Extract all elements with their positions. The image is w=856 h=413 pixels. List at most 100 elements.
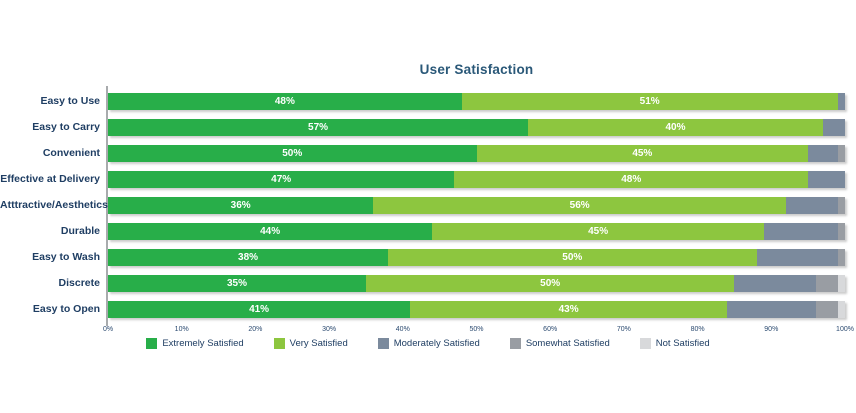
x-tick-label: 100% [836,326,854,333]
legend-item-extremely-satisfied: Extremely Satisfied [146,338,244,349]
segment-value-label: 36% [230,199,251,211]
category-label: Discrete [58,277,100,289]
segment-value-label: 44% [260,225,281,237]
segment-extremely-satisfied: 35% [108,274,366,292]
legend-swatch-somewhat-satisfied [509,338,521,349]
category-label: Atttractive/Aesthetics [0,199,108,211]
segment-not-satisfied [837,300,845,318]
segment-very-satisfied: 56% [373,196,787,214]
legend-item-somewhat-satisfied: Somewhat Satisfied [509,338,610,349]
x-tick-label: 20% [248,326,263,333]
bar-row: Discrete 35% 50% [0,270,856,296]
segment-moderately-satisfied [763,222,838,240]
segment-very-satisfied: 51% [461,92,838,110]
x-tick-label: 80% [690,326,705,333]
bar-row: Atttractive/Aesthetics 36% 56% [0,192,856,218]
segment-value-label: 43% [558,303,579,315]
segment-very-satisfied: 50% [365,274,735,292]
bar-row: Easy to Carry 57% 40% [0,114,856,140]
bars-area: Easy to Use 48% 51% Easy to Carry 57% 40% Conv… [0,88,856,322]
legend-label: Very Satisfied [289,338,348,349]
legend-label: Moderately Satisfied [393,338,480,349]
segment-moderately-satisfied [808,144,838,162]
x-tick-label: 30% [322,326,337,333]
segment-moderately-satisfied [756,248,838,266]
segment-value-label: 50% [562,251,583,263]
segment-somewhat-satisfied [837,222,845,240]
segment-somewhat-satisfied [815,300,838,318]
segment-extremely-satisfied: 44% [108,222,433,240]
segment-not-satisfied [837,274,845,292]
segment-very-satisfied: 40% [528,118,823,136]
x-tick-label: 10% [174,326,189,333]
segment-value-label: 56% [569,199,590,211]
segment-value-label: 35% [226,277,247,289]
segment-moderately-satisfied [786,196,838,214]
stacked-bar-convenient: 50% 45% [108,144,845,162]
x-tick-label: 70% [616,326,631,333]
segment-value-label: 48% [274,95,295,107]
segment-value-label: 47% [271,173,292,185]
x-axis: 0% 10% 20% 30% 40% 50% 60% 70% 80% 90% 100% [0,326,856,338]
segment-extremely-satisfied: 36% [108,196,374,214]
segment-moderately-satisfied [837,92,845,110]
chart-title: User Satisfaction [419,62,534,77]
category-label: Durable [60,225,100,237]
stacked-bar-durable: 44% 45% [108,222,845,240]
segment-somewhat-satisfied [837,196,845,214]
segment-value-label: 45% [588,225,609,237]
segment-moderately-satisfied [734,274,816,292]
segment-value-label: 45% [632,147,653,159]
stacked-bar-effective-at-delivery: 47% 48% [108,170,845,188]
stacked-bar-discrete: 35% 50% [108,274,845,292]
legend-item-moderately-satisfied: Moderately Satisfied [377,338,480,349]
legend-swatch-very-satisfied [273,338,285,349]
legend-swatch-extremely-satisfied [146,338,158,349]
category-label: Effective at Delivery [0,173,100,185]
segment-value-label: 41% [249,303,270,315]
segment-value-label: 50% [282,147,303,159]
bar-row: Easy to Use 48% 51% [0,88,856,114]
bar-row: Easy to Open 41% 43% [0,296,856,322]
segment-extremely-satisfied: 50% [108,144,477,162]
legend-label: Not Satisfied [655,338,710,349]
category-label: Easy to Open [32,303,100,315]
legend-swatch-moderately-satisfied [377,338,389,349]
category-label: Easy to Wash [32,251,100,263]
x-tick-label: 50% [469,326,484,333]
bar-row: Effective at Delivery 47% 48% [0,166,856,192]
category-label: Easy to Carry [32,121,100,133]
category-label: Convenient [42,147,100,159]
stacked-bar-easy-to-wash: 38% 50% [108,248,845,266]
segment-extremely-satisfied: 57% [108,118,529,136]
segment-extremely-satisfied: 38% [108,248,389,266]
y-axis-line [106,86,108,326]
category-label: Easy to Use [40,95,100,107]
x-tick-label: 60% [543,326,558,333]
bar-row: Durable 44% 45% [0,218,856,244]
segment-moderately-satisfied [727,300,816,318]
segment-very-satisfied: 43% [410,300,728,318]
legend-swatch-not-satisfied [639,338,651,349]
stacked-bar-easy-to-open: 41% 43% [108,300,845,318]
stacked-bar-easy-to-carry: 57% 40% [108,118,845,136]
x-tick-label: 0% [102,326,114,333]
legend-label: Extremely Satisfied [162,338,244,349]
segment-somewhat-satisfied [837,248,845,266]
segment-moderately-satisfied [808,170,845,188]
segment-somewhat-satisfied [837,144,845,162]
segment-value-label: 48% [621,173,642,185]
segment-extremely-satisfied: 48% [108,92,462,110]
segment-value-label: 51% [639,95,660,107]
chart-legend: Extremely Satisfied Very Satisfied Moderat… [0,338,856,349]
segment-value-label: 57% [308,121,329,133]
bar-row: Easy to Wash 38% 50% [0,244,856,270]
segment-value-label: 50% [540,277,561,289]
segment-very-satisfied: 45% [476,144,809,162]
legend-label: Somewhat Satisfied [525,338,610,349]
segment-extremely-satisfied: 47% [108,170,455,188]
segment-very-satisfied: 48% [454,170,809,188]
x-tick-label: 90% [764,326,779,333]
x-tick-label: 40% [395,326,410,333]
segment-value-label: 38% [238,251,259,263]
